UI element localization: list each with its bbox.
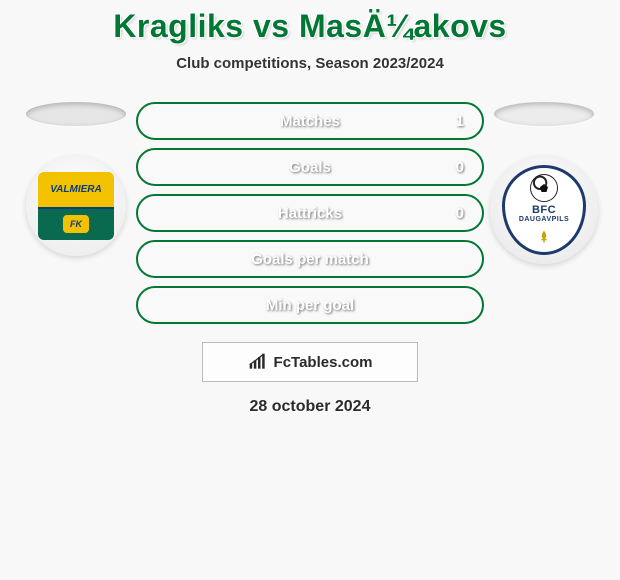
right-team-crest: BFC DAUGAVPILS <box>490 156 598 264</box>
stat-value: 1 <box>456 113 464 130</box>
bar-chart-icon <box>248 353 268 371</box>
stat-row-gpm: Goals per match <box>136 240 484 278</box>
stat-value: 0 <box>456 159 464 176</box>
stat-label: Goals per match <box>138 251 482 268</box>
right-column: BFC DAUGAVPILS <box>484 102 604 264</box>
right-crest-inner: BFC DAUGAVPILS <box>502 165 586 255</box>
left-crest-bottom: FK <box>38 209 114 240</box>
widget-root: Kragliks vs MasÄ¼akovs Club competitions… <box>0 0 620 416</box>
stat-row-mpg: Min per goal <box>136 286 484 324</box>
branding-text: FcTables.com <box>274 354 373 371</box>
right-crest-text2: DAUGAVPILS <box>519 216 569 223</box>
stat-label: Matches <box>138 113 482 130</box>
left-column: VALMIERA FK <box>16 102 136 256</box>
branding-link[interactable]: FcTables.com <box>202 342 418 382</box>
right-player-placeholder <box>494 102 594 126</box>
right-crest-text1: BFC <box>532 204 556 216</box>
stat-row-goals: Goals 0 <box>136 148 484 186</box>
stat-row-matches: Matches 1 <box>136 102 484 140</box>
date-label: 28 october 2024 <box>0 398 620 416</box>
stat-row-hattricks: Hattricks 0 <box>136 194 484 232</box>
left-crest-badge: FK <box>63 215 89 233</box>
stat-label: Hattricks <box>138 205 482 222</box>
left-player-placeholder <box>26 102 126 126</box>
fleur-de-lis-icon <box>535 228 553 248</box>
left-crest-top-text: VALMIERA <box>38 172 114 209</box>
stat-label: Goals <box>138 159 482 176</box>
stat-value: 0 <box>456 205 464 222</box>
soccer-ball-icon <box>530 174 558 202</box>
main-area: VALMIERA FK Matches 1 Goals 0 Hattricks … <box>0 102 620 324</box>
left-crest-inner: VALMIERA FK <box>38 172 114 240</box>
subtitle: Club competitions, Season 2023/2024 <box>0 55 620 72</box>
left-team-crest: VALMIERA FK <box>26 156 126 256</box>
stat-label: Min per goal <box>138 297 482 314</box>
page-title: Kragliks vs MasÄ¼akovs <box>0 8 620 45</box>
stats-column: Matches 1 Goals 0 Hattricks 0 Goals per … <box>136 102 484 324</box>
